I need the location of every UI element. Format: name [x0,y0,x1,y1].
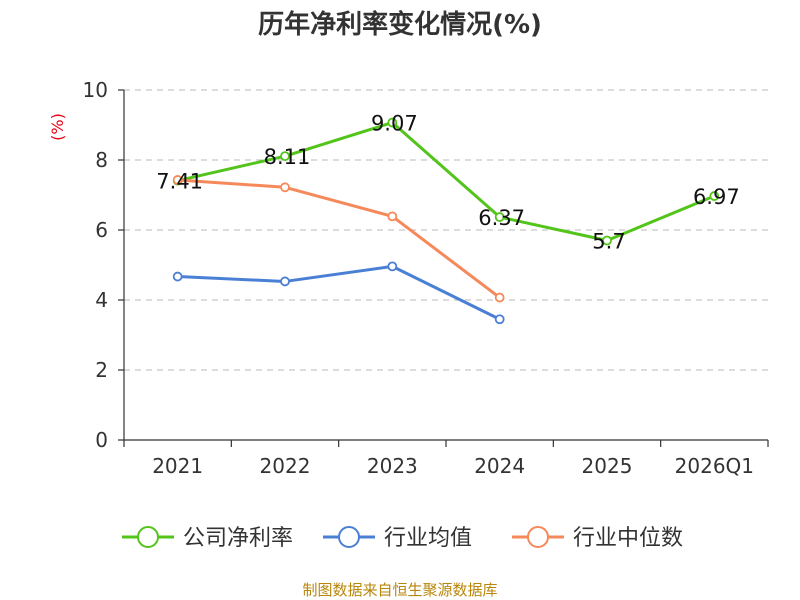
series-line-2 [177,178,501,299]
y-tick-label-10: 10 [83,78,108,102]
y-tick-label-0: 0 [95,428,108,452]
x-tick-label-2021: 2021 [152,454,203,478]
y-tick-label-8: 8 [95,148,108,172]
data-point-s1-2022[interactable] [280,276,290,287]
axes: 0 2 4 6 8 10 2021 2022 2023 2024 2025 2026Q1 [83,78,769,478]
legend-label-2: 行业中位数 [573,526,683,551]
x-tick-label-2024: 2024 [474,454,525,478]
legend-marker-1 [338,526,360,548]
y-tick-label-6: 6 [95,218,108,242]
data-label-2024: 6.37 [478,206,525,230]
data-label-2022: 8.11 [264,145,311,169]
y-tick-label-4: 4 [95,288,108,312]
data-point-s1-2023[interactable] [387,261,398,272]
data-point-s1-2021[interactable] [172,271,183,282]
legend[interactable]: 公司净利率 行业均值 行业中位数 [122,526,683,551]
y-tick-label-2: 2 [95,358,108,382]
x-tick-label-2023: 2023 [367,454,418,478]
data-label-2025: 5.7 [592,230,625,254]
grid-lines [124,89,768,371]
chart-title: 历年净利率变化情况(%) [258,9,542,40]
x-tick-label-2025: 2025 [582,454,633,478]
series-line-1 [177,264,501,321]
data-label-2021: 7.41 [156,170,203,194]
legend-marker-2 [527,526,549,548]
legend-item-2[interactable]: 行业中位数 [512,526,683,551]
data-point-s0-2025[interactable] [602,235,612,246]
x-tick-label-2026Q1: 2026Q1 [675,454,754,478]
data-point-s2-2022[interactable] [280,182,290,193]
x-tick-label-2022: 2022 [260,454,311,478]
data-point-s0-2026Q1[interactable] [709,191,720,201]
data-point-s0-2023[interactable] [387,117,398,128]
data-source-note: 制图数据来自恒生聚源数据库 [302,581,497,599]
legend-marker-0 [137,526,159,548]
data-point-s2-2021[interactable] [172,175,183,185]
data-point-s0-2024[interactable] [494,212,505,222]
data-label-2026Q1: 6.97 [693,185,740,209]
legend-label-1: 行业均值 [384,526,472,551]
legend-item-1[interactable]: 行业均值 [323,526,472,551]
data-point-s2-2023[interactable] [387,211,398,222]
legend-item-0[interactable]: 公司净利率 [122,526,293,551]
data-label-2023: 9.07 [371,112,418,136]
data-point-s0-2022[interactable] [280,151,290,162]
series-layer [172,117,720,325]
y-axis-unit: (%) [48,113,67,141]
legend-label-0: 公司净利率 [183,526,293,551]
data-labels: 7.41 8.11 9.07 6.37 5.7 6.97 [156,112,739,254]
data-point-s2-2024[interactable] [494,292,505,303]
series-line-0 [177,121,715,242]
data-point-s1-2024[interactable] [494,314,505,325]
